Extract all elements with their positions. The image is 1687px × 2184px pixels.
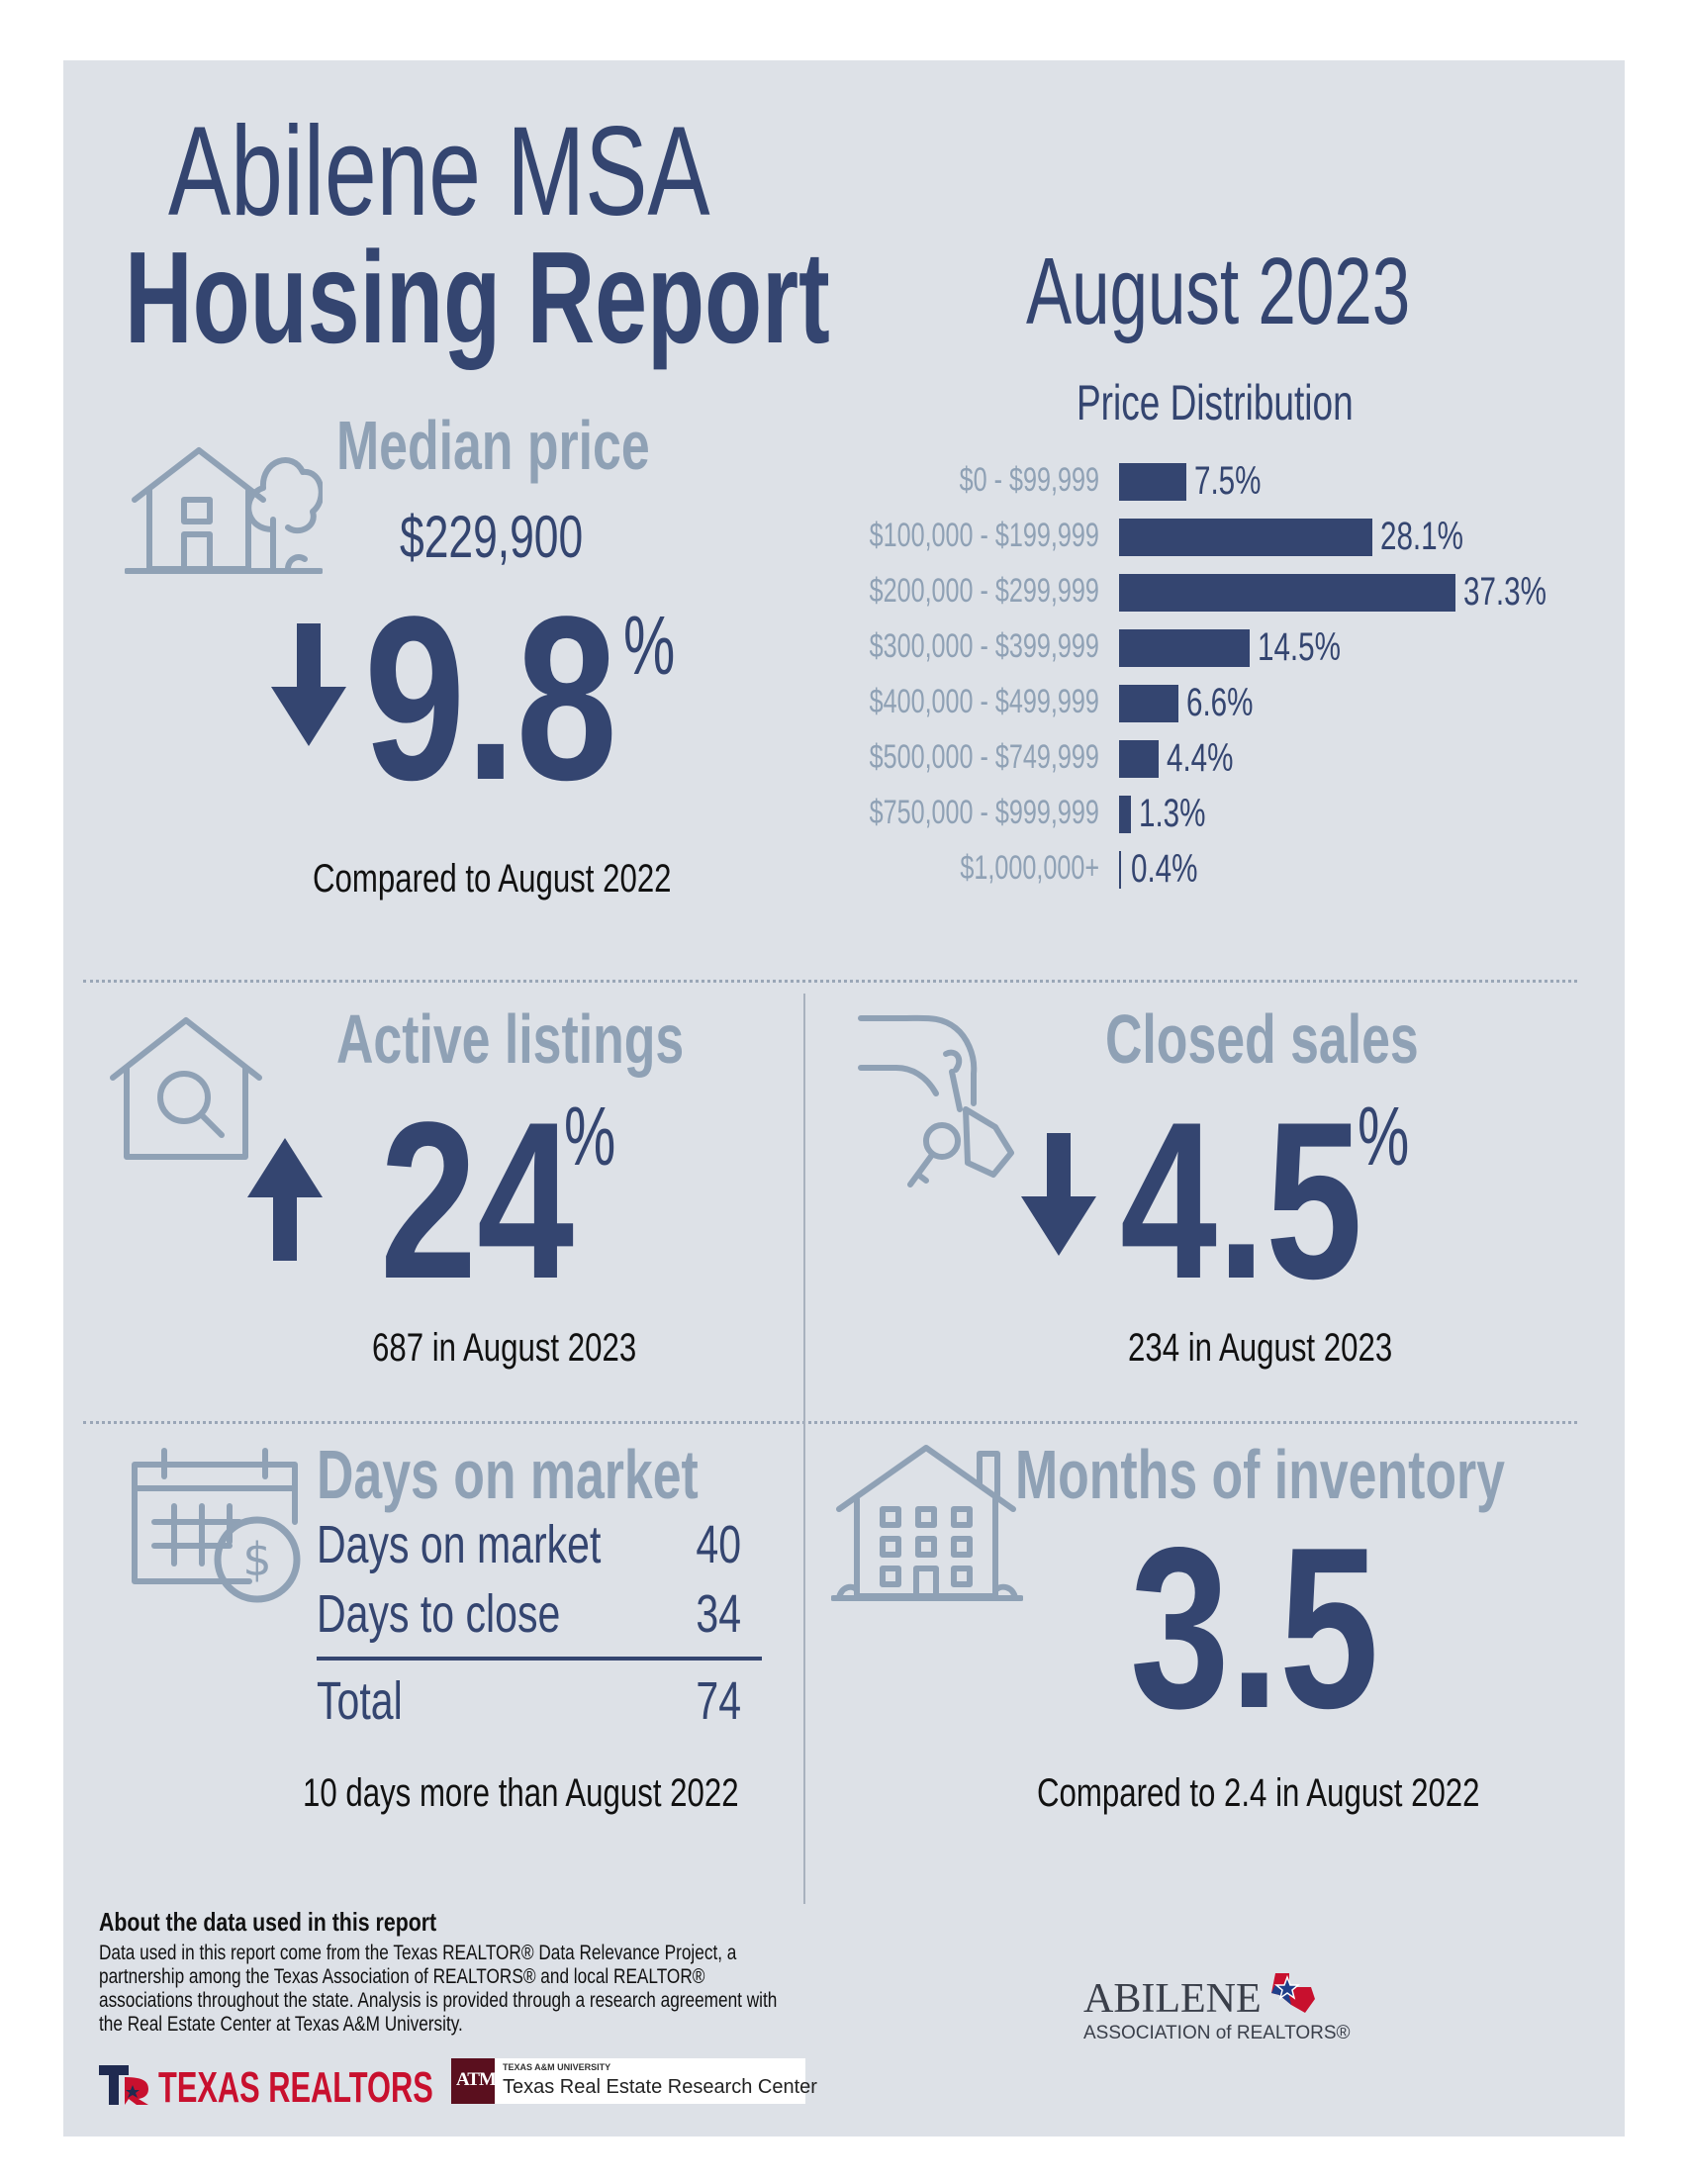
price-bar: [1119, 740, 1160, 778]
abilene-name: ABILENE: [1083, 1976, 1262, 2022]
about-heading: About the data used in this report: [99, 1907, 437, 1937]
house-tree-icon: [125, 447, 323, 574]
active-listings-heading: Active listings: [336, 1000, 685, 1078]
house-search-icon: [110, 1017, 262, 1160]
price-bar-value: 0.4%: [1130, 847, 1198, 891]
months-inventory-value: 3.5: [1130, 1500, 1379, 1757]
price-bar: [1119, 629, 1251, 667]
days-on-market-detail: 10 days more than August 2022: [303, 1771, 739, 1815]
price-range-label: $750,000 - $999,999: [869, 794, 1099, 831]
price-bar: [1119, 574, 1455, 612]
apartment-building-icon: [831, 1445, 1023, 1601]
median-price-comparison: Compared to August 2022: [313, 857, 672, 901]
price-bar-value: 14.5%: [1258, 625, 1342, 669]
tamu-mark-icon: ATM: [451, 2058, 497, 2104]
texas-realtors-text: TEXAS REALTORS: [158, 2063, 433, 2112]
vertical-divider: [803, 994, 805, 1904]
dtc-row-label: Days to close: [317, 1584, 561, 1644]
tamu-university-text: TEXAS A&M UNIVERSITY: [503, 2062, 611, 2072]
price-range-label: $100,000 - $199,999: [869, 517, 1099, 554]
price-bar-value: 4.4%: [1167, 736, 1234, 780]
texas-realtors-mark-icon: [99, 2065, 148, 2105]
svg-text:$: $: [242, 1533, 271, 1586]
price-range-label: $300,000 - $399,999: [869, 627, 1099, 665]
price-bar-value: 6.6%: [1186, 681, 1254, 724]
active-listings-detail: 687 in August 2023: [372, 1326, 637, 1370]
price-range-label: $500,000 - $749,999: [869, 738, 1099, 776]
median-price-heading: Median price: [336, 407, 650, 484]
median-price-pct: %: [623, 599, 676, 692]
report-period: August 2023: [1026, 238, 1411, 344]
price-range-label: $400,000 - $499,999: [869, 683, 1099, 720]
price-bar-value: 37.3%: [1463, 570, 1546, 614]
divider-middle: [83, 1421, 1577, 1424]
report-panel: [63, 60, 1625, 2137]
price-bar-value: 1.3%: [1138, 792, 1206, 835]
divider-top: [83, 980, 1577, 983]
median-price-value: $229,900: [400, 504, 584, 570]
dtc-row-value: 34: [696, 1584, 741, 1644]
active-listings-pct: %: [564, 1090, 616, 1183]
price-bar: [1119, 851, 1121, 889]
tamu-center-text: Texas Real Estate Research Center: [503, 2076, 817, 2098]
title-line-1: Abilene MSA: [168, 101, 710, 242]
hand-key-icon: [858, 1014, 1014, 1187]
price-bar: [1119, 519, 1373, 556]
price-bar: [1119, 463, 1187, 501]
price-bar: [1119, 685, 1179, 722]
total-label: Total: [317, 1671, 403, 1731]
total-rule: [317, 1657, 762, 1661]
days-on-market-heading: Days on market: [317, 1436, 699, 1513]
arrow-up-icon: [247, 1138, 323, 1261]
median-price-change: 9.8: [364, 568, 617, 829]
closed-sales-heading: Closed sales: [1105, 1000, 1419, 1078]
closed-sales-pct: %: [1358, 1090, 1410, 1183]
arrow-down-icon: [1021, 1133, 1096, 1256]
months-inventory-heading: Months of inventory: [1015, 1436, 1505, 1513]
calendar-dollar-icon: $: [132, 1448, 301, 1603]
tamu-logo: ATM TEXAS A&M UNIVERSITY Texas Real Esta…: [451, 2058, 817, 2104]
arrow-down-icon: [271, 623, 346, 746]
price-range-label: $1,000,000+: [960, 849, 1099, 887]
price-bar-value: 28.1%: [1380, 515, 1464, 558]
dom-row-label: Days on market: [317, 1515, 602, 1574]
abilene-assoc-text: ASSOCIATION of REALTORS®: [1083, 2023, 1351, 2043]
texas-flag-star-icon: [1271, 1973, 1315, 2013]
title-line-2: Housing Report: [125, 225, 830, 370]
price-range-label: $200,000 - $299,999: [869, 572, 1099, 610]
price-distribution-heading: Price Distribution: [1077, 375, 1354, 430]
dom-row-value: 40: [696, 1515, 741, 1574]
active-listings-change: 24: [380, 1075, 575, 1325]
total-value: 74: [696, 1671, 741, 1731]
closed-sales-change: 4.5: [1120, 1075, 1363, 1325]
closed-sales-detail: 234 in August 2023: [1128, 1326, 1393, 1370]
price-bar-value: 7.5%: [1194, 459, 1262, 503]
about-text: Data used in this report come from the T…: [99, 1942, 778, 2036]
price-range-label: $0 - $99,999: [959, 461, 1099, 499]
price-bar: [1119, 796, 1131, 833]
months-inventory-detail: Compared to 2.4 in August 2022: [1037, 1771, 1480, 1815]
